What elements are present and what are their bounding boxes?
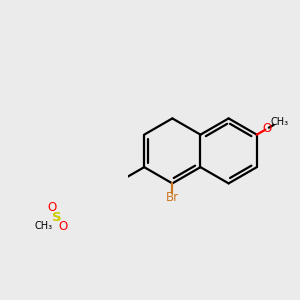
Text: S: S	[52, 211, 62, 224]
Text: O: O	[47, 201, 56, 214]
Text: O: O	[262, 122, 272, 135]
Text: Br: Br	[166, 191, 179, 204]
Text: CH₃: CH₃	[34, 220, 52, 230]
Text: O: O	[58, 220, 67, 233]
Text: CH₃: CH₃	[270, 117, 289, 127]
